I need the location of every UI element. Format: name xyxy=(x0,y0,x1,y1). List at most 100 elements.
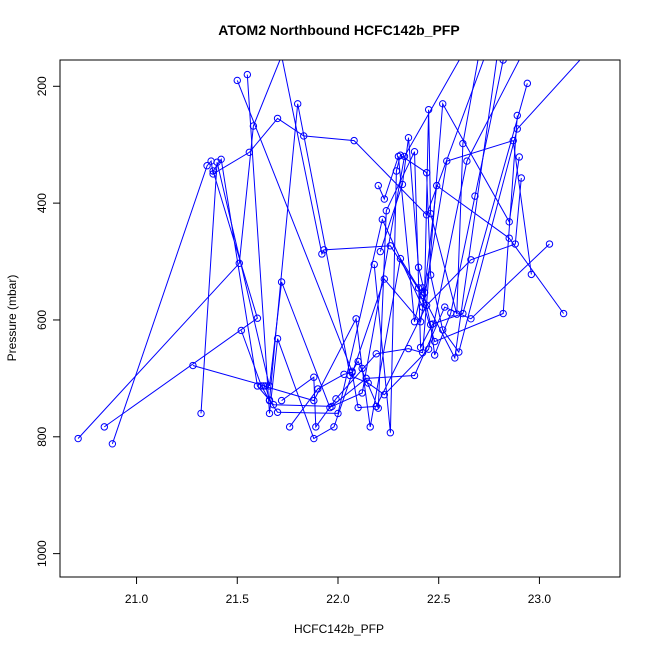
series-6 xyxy=(237,181,568,418)
data-point xyxy=(332,395,340,403)
data-point xyxy=(522,45,528,51)
data-point xyxy=(424,345,433,353)
data-point xyxy=(243,70,252,79)
data-point xyxy=(330,423,338,431)
data-point xyxy=(340,370,348,378)
data-point xyxy=(517,174,525,182)
y-tick-label: 600 xyxy=(35,310,49,330)
data-point xyxy=(426,271,435,279)
data-point xyxy=(396,151,405,159)
series-1 xyxy=(74,53,498,443)
series-2 xyxy=(100,36,474,431)
data-point xyxy=(100,423,109,431)
x-tick-label: 21.5 xyxy=(226,592,250,606)
data-point xyxy=(386,242,395,250)
y-axis-label: Pressure (mbar) xyxy=(5,275,19,362)
data-point xyxy=(488,36,494,42)
data-point xyxy=(328,402,336,411)
data-point xyxy=(447,309,455,317)
data-point xyxy=(527,270,536,279)
data-point xyxy=(278,53,284,59)
series-line xyxy=(289,177,522,428)
data-point xyxy=(410,318,419,326)
x-tick-label: 23.0 xyxy=(528,592,552,606)
data-point xyxy=(430,337,439,346)
y-tick-label: 400 xyxy=(35,193,49,213)
data-point xyxy=(499,60,507,64)
y-tick-label: 200 xyxy=(35,76,49,96)
series-14 xyxy=(374,60,507,359)
data-point xyxy=(394,152,403,161)
data-point xyxy=(380,391,389,399)
x-tick-label: 21.0 xyxy=(125,592,149,606)
data-point xyxy=(451,354,459,362)
data-point xyxy=(261,382,270,390)
series-line xyxy=(263,115,518,427)
series-8 xyxy=(277,100,523,431)
x-tick-label: 22.0 xyxy=(326,592,350,606)
data-point xyxy=(318,250,326,258)
data-point xyxy=(416,343,425,352)
data-point xyxy=(348,367,356,376)
data-point xyxy=(404,133,413,142)
data-point xyxy=(398,180,407,189)
data-point xyxy=(426,320,435,329)
data-point xyxy=(265,409,274,418)
data-point xyxy=(273,408,282,416)
data-point xyxy=(511,240,519,248)
data-point xyxy=(581,53,587,59)
series-line xyxy=(377,60,504,356)
data-point xyxy=(189,361,197,370)
data-point xyxy=(310,434,318,443)
y-axis: 200 400 600 800 1000 xyxy=(35,76,61,567)
data-point xyxy=(523,79,532,88)
data-point xyxy=(441,303,449,311)
data-point xyxy=(515,153,523,161)
data-point xyxy=(468,36,474,42)
data-point xyxy=(312,423,320,431)
data-point xyxy=(354,403,362,412)
data-point xyxy=(499,309,507,318)
plot-frame xyxy=(59,59,621,578)
data-point xyxy=(310,373,318,381)
data-point xyxy=(259,382,268,390)
series-line xyxy=(77,60,498,439)
data-point xyxy=(376,247,384,256)
data-point xyxy=(277,396,286,405)
data-point xyxy=(366,423,374,431)
data-point xyxy=(471,192,479,200)
data-point xyxy=(362,374,370,383)
data-point xyxy=(459,139,467,148)
data-point xyxy=(364,379,372,387)
data-point xyxy=(476,51,482,57)
data-point xyxy=(439,100,447,108)
data-point xyxy=(382,207,391,215)
chart-title: ATOM2 Northbound HCFC142b_PFP xyxy=(218,22,459,38)
data-point xyxy=(265,396,274,405)
data-point xyxy=(277,278,286,286)
data-point xyxy=(370,260,378,269)
series-line xyxy=(379,60,479,315)
x-tick-label: 22.5 xyxy=(427,592,451,606)
data-point xyxy=(545,240,554,248)
data-point xyxy=(352,315,360,323)
data-point xyxy=(372,350,380,358)
data-point xyxy=(410,371,419,380)
y-tick-label: 1000 xyxy=(35,540,49,567)
data-point xyxy=(197,409,205,418)
series-line xyxy=(192,60,520,401)
data-point xyxy=(108,440,117,448)
data-point xyxy=(273,114,282,123)
data-point xyxy=(235,259,243,267)
data-point xyxy=(374,404,382,412)
data-point xyxy=(380,275,389,283)
data-point xyxy=(74,434,82,443)
data-point xyxy=(285,423,294,431)
series-line xyxy=(240,184,565,414)
data-point xyxy=(326,403,334,412)
data-point xyxy=(213,158,221,166)
series-line xyxy=(246,74,532,440)
series-10 xyxy=(259,111,521,431)
data-point xyxy=(410,148,419,156)
data-point xyxy=(396,254,405,263)
